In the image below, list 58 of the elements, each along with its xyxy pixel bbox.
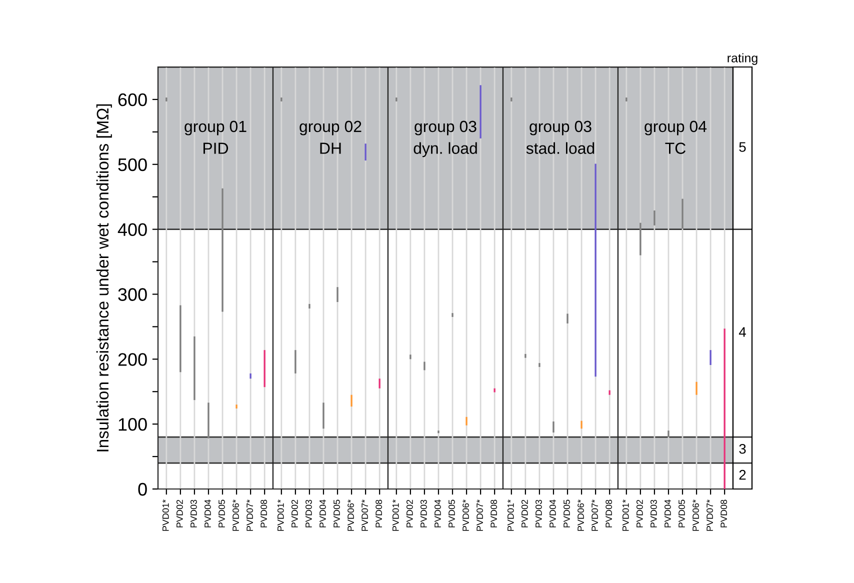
x-tick-label: PVD01* xyxy=(622,500,629,531)
text: 2 xyxy=(739,470,746,480)
x-tick-label: PVD08 xyxy=(720,500,728,528)
text: group 01 PID xyxy=(184,120,246,154)
x-tick-label: PVD08 xyxy=(606,500,612,528)
x-tick-label: PVD06* xyxy=(578,500,584,531)
x-tick-label: PVD08 xyxy=(490,500,498,528)
x-tick-label: PVD05 xyxy=(218,500,225,528)
x-tick-label: PVD05 xyxy=(334,500,340,528)
x-tick-label: PVD06* xyxy=(692,500,699,531)
x-tick-label: PVD01* xyxy=(392,500,399,531)
y-tick-label: 100 xyxy=(118,418,147,431)
text: rating xyxy=(728,53,758,65)
x-tick-label: PVD07* xyxy=(476,500,483,531)
x-tick-label: PVD03 xyxy=(535,500,542,528)
y-tick-label: 600 xyxy=(118,93,147,106)
y-tick-label: 300 xyxy=(118,288,147,301)
x-tick-label: PVD03 xyxy=(420,500,427,528)
x-tick-label: PVD02 xyxy=(636,500,643,528)
x-tick-label: PVD04 xyxy=(664,500,671,528)
y-tick-label: 500 xyxy=(118,158,147,172)
x-tick-label: PVD08 xyxy=(376,500,382,528)
x-tick-label: PVD02 xyxy=(406,500,413,528)
x-tick-label: PVD03 xyxy=(305,500,312,528)
x-tick-label: PVD02 xyxy=(176,500,183,528)
x-tick-label: PVD07* xyxy=(592,500,598,531)
x-tick-label: PVD08 xyxy=(260,500,268,528)
x-tick-label: PVD07* xyxy=(706,500,713,531)
x-tick-label: PVD04 xyxy=(320,500,326,528)
x-tick-label: PVD02 xyxy=(291,500,298,528)
text: 3 xyxy=(739,444,746,454)
x-tick-label: PVD06* xyxy=(232,500,239,531)
text: group 03 dyn. load xyxy=(414,120,477,158)
x-tick-label: PVD02 xyxy=(521,500,528,528)
y-axis-title: Insulation resistance under wet conditions [MΩ] xyxy=(96,104,112,452)
x-tick-label: PVD06* xyxy=(348,500,354,531)
x-tick-label: PVD03 xyxy=(650,500,657,528)
x-tick-label: PVD07* xyxy=(246,500,253,531)
y-tick-label: 0 xyxy=(138,482,147,496)
text: 4 xyxy=(738,327,746,337)
x-tick-label: PVD04 xyxy=(550,500,556,528)
x-tick-label: PVD05 xyxy=(448,500,455,528)
x-tick-label: PVD01* xyxy=(507,500,514,531)
text: group 04 TC xyxy=(644,120,707,154)
x-tick-label: PVD05 xyxy=(678,500,685,528)
text: 5 xyxy=(739,142,746,152)
x-tick-label: PVD01* xyxy=(162,500,169,531)
x-tick-label: PVD01* xyxy=(277,500,284,531)
x-tick-label: PVD03 xyxy=(190,500,197,528)
text: group 02 DH xyxy=(300,120,362,154)
x-tick-label: PVD05 xyxy=(564,500,570,528)
x-tick-label: PVD06* xyxy=(462,500,469,531)
x-tick-label: PVD07* xyxy=(362,500,368,531)
x-tick-label: PVD04 xyxy=(204,500,211,528)
y-tick-label: 200 xyxy=(118,353,147,366)
text: group 03 stad. load xyxy=(526,120,594,154)
y-tick-label: 400 xyxy=(118,223,147,236)
x-tick-label: PVD04 xyxy=(434,500,441,528)
